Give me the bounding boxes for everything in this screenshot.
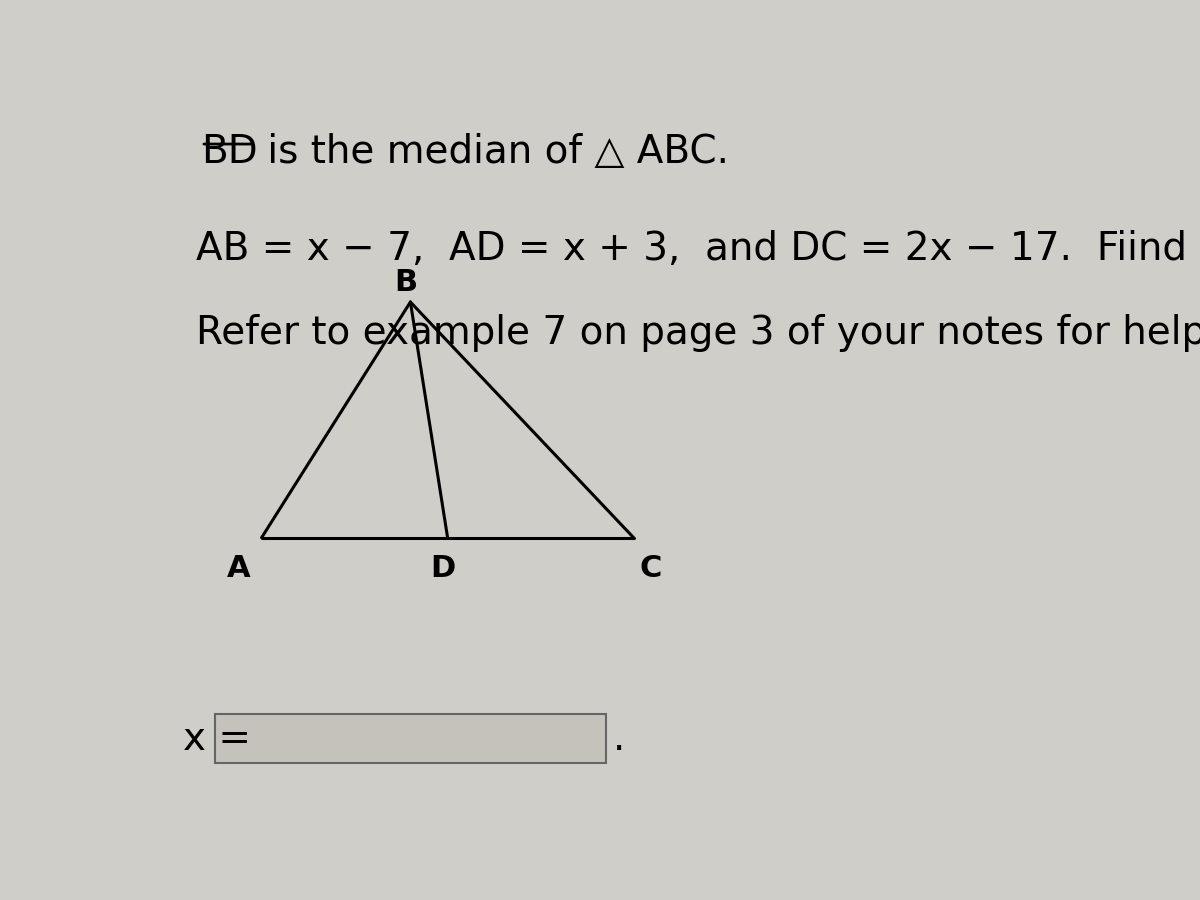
Text: x =: x = — [182, 720, 251, 758]
Bar — [215, 715, 606, 763]
Text: is the median of △ ABC.: is the median of △ ABC. — [256, 133, 730, 171]
Text: B: B — [394, 268, 418, 297]
Text: .: . — [613, 720, 625, 758]
Text: D: D — [431, 554, 456, 583]
Text: A: A — [227, 554, 250, 583]
Text: C: C — [640, 554, 661, 583]
Text: BD: BD — [202, 133, 258, 171]
Text: Refer to example 7 on page 3 of your notes for help.: Refer to example 7 on page 3 of your not… — [197, 313, 1200, 352]
Text: AB = x − 7,  AD = x + 3,  and DC = 2x − 17.  Fiind the value of x.: AB = x − 7, AD = x + 3, and DC = 2x − 17… — [197, 230, 1200, 268]
